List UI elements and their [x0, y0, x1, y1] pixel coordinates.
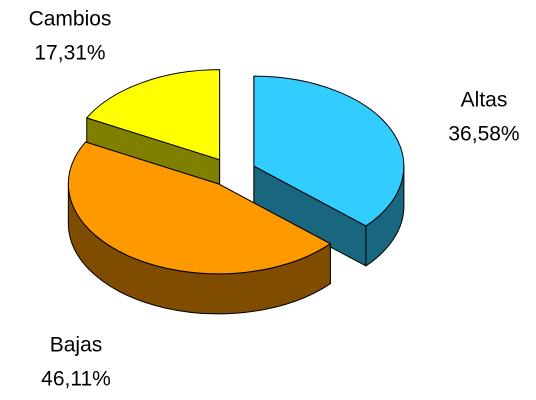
slice-value: 46,11% [41, 368, 111, 391]
label-altas: Altas 36,58% [448, 89, 519, 146]
slice-name: Altas [461, 89, 508, 112]
slice-name: Bajas [50, 334, 103, 357]
slice-value: 36,58% [448, 123, 519, 146]
slice-top [67, 141, 331, 275]
slice-top [86, 69, 221, 161]
label-bajas: Bajas 46,11% [41, 334, 111, 391]
slice-value: 17,31% [34, 42, 105, 65]
slice-name: Cambios [29, 8, 112, 31]
slice-top [253, 75, 405, 227]
pie [67, 69, 405, 315]
label-cambios: Cambios 17,31% [29, 8, 112, 65]
